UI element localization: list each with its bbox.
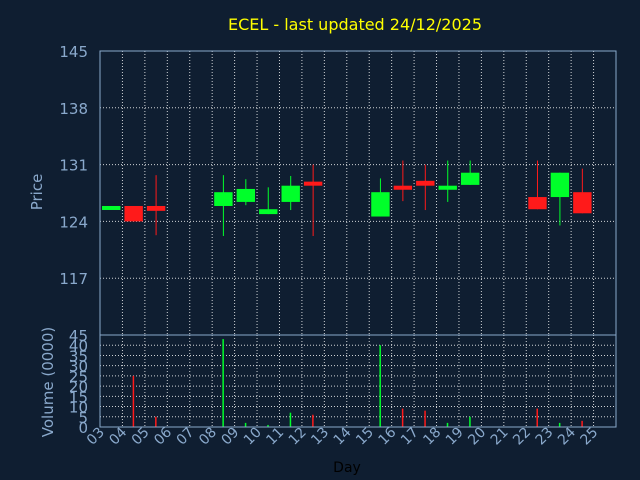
volume-tick-label: 5 — [78, 409, 88, 427]
candle-body — [528, 197, 547, 210]
volume-bar — [289, 412, 292, 427]
price-plot-frame — [99, 50, 617, 336]
price-tick-label: 145 — [59, 43, 88, 61]
volume-bar — [469, 416, 471, 427]
volume-bars — [132, 339, 583, 427]
day-tick-label: 05 — [129, 425, 153, 449]
day-tick-label: 14 — [331, 424, 355, 448]
day-tick-label: 24 — [555, 424, 579, 448]
day-tick-label: 12 — [286, 425, 310, 449]
price-axis-label: Price — [28, 174, 46, 211]
price-tick-label: 131 — [59, 157, 88, 175]
volume-tick-label: 20 — [69, 378, 88, 396]
volume-bar — [244, 422, 247, 427]
day-tick-label: 09 — [219, 425, 243, 449]
candle-body — [124, 205, 143, 222]
volume-plot-frame — [99, 334, 617, 428]
volume-bar — [581, 420, 583, 427]
volume-bar — [401, 408, 404, 427]
candle-body — [460, 172, 480, 185]
volume-bar — [155, 416, 157, 427]
candlestick-series — [102, 160, 592, 237]
chart-title: ECEL - last updated 24/12/2025 — [228, 15, 482, 34]
volume-bar — [536, 408, 538, 427]
volume-bar — [222, 339, 224, 427]
price-tick-label: 117 — [59, 270, 88, 288]
volume-bar — [132, 375, 135, 427]
volume-bar — [267, 424, 269, 427]
day-tick-label: 08 — [196, 425, 220, 449]
candle-body — [573, 192, 592, 214]
day-tick-label: 21 — [488, 425, 512, 449]
volume-grid — [100, 334, 616, 428]
volume-tick-label: 40 — [69, 337, 88, 355]
volume-tick-label: 10 — [69, 399, 88, 417]
candle-body — [393, 185, 413, 190]
day-tick-label: 10 — [241, 425, 265, 449]
day-tick-label: 16 — [376, 424, 400, 448]
candle-body — [214, 192, 233, 206]
candle-body — [438, 185, 457, 190]
volume-tick-label: 0 — [78, 419, 88, 437]
volume-tick-label: 30 — [69, 358, 88, 376]
volume-bar — [446, 422, 449, 427]
day-tick-label: 06 — [151, 424, 175, 448]
candle-body — [146, 205, 166, 211]
volume-bar — [558, 422, 561, 427]
volume-axis-label: Volume (0000) — [39, 327, 57, 437]
day-tick-label: 23 — [533, 425, 557, 449]
candle-body — [550, 172, 570, 198]
day-tick-label: 18 — [420, 425, 444, 449]
volume-bar — [312, 414, 314, 427]
candle-body — [281, 185, 300, 202]
day-axis-ticks: 0304050607080910111213141516171819202122… — [84, 424, 601, 448]
day-tick-label: 17 — [398, 425, 422, 449]
day-tick-label: 15 — [353, 425, 377, 449]
day-tick-label: 22 — [510, 425, 534, 449]
volume-tick-label: 45 — [69, 327, 88, 345]
x-axis-label: Day — [333, 460, 361, 476]
candle-body — [303, 181, 323, 186]
price-grid — [100, 50, 616, 335]
day-tick-label: 19 — [443, 425, 467, 449]
volume-tick-label: 35 — [69, 347, 88, 365]
candle-body — [102, 205, 121, 210]
volume-bar — [424, 410, 426, 427]
day-tick-label: 04 — [106, 424, 130, 448]
price-axis-ticks: 145 138 131 124 117 — [59, 43, 88, 288]
day-tick-label: 11 — [263, 425, 287, 449]
volume-tick-label: 25 — [69, 368, 88, 386]
day-tick-label: 25 — [577, 425, 601, 449]
volume-bar — [379, 345, 381, 427]
price-tick-label: 124 — [59, 213, 88, 231]
candle-body — [259, 209, 278, 215]
day-tick-label: 07 — [174, 425, 198, 449]
day-tick-label: 13 — [308, 425, 332, 449]
volume-tick-label: 15 — [69, 388, 88, 406]
day-tick-label: 20 — [465, 425, 489, 449]
candle-body — [416, 180, 435, 186]
candle-body — [371, 192, 390, 217]
candle-body — [236, 188, 256, 202]
price-tick-label: 138 — [59, 100, 88, 118]
